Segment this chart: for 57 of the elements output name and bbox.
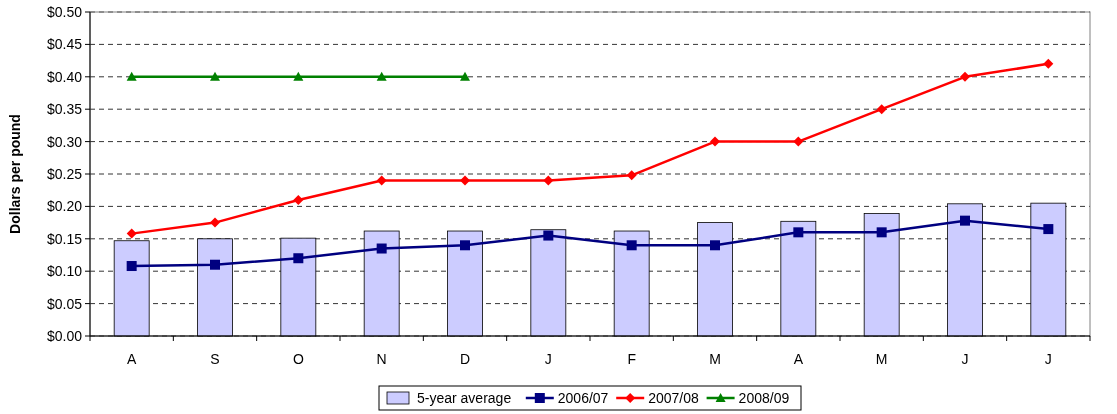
point bbox=[460, 175, 470, 186]
point bbox=[1043, 58, 1054, 69]
point bbox=[293, 71, 304, 81]
y-tick-label: $0.30 bbox=[46, 133, 83, 150]
x-tick-label: N bbox=[376, 351, 387, 367]
point bbox=[293, 194, 304, 205]
point bbox=[376, 243, 387, 254]
point bbox=[126, 261, 137, 272]
y-tick-label: $0.00 bbox=[46, 327, 83, 344]
point bbox=[960, 71, 970, 82]
legend-label: 2007/08 bbox=[648, 389, 700, 406]
x-tick-label: S bbox=[210, 351, 220, 367]
y-axis-title: Dollars per pound bbox=[7, 114, 23, 234]
point bbox=[210, 71, 220, 81]
point bbox=[543, 230, 554, 241]
point bbox=[876, 227, 887, 238]
point bbox=[460, 71, 470, 81]
point bbox=[710, 240, 720, 251]
x-tick-label: D bbox=[459, 351, 471, 367]
legend-label: 2008/09 bbox=[738, 389, 790, 406]
point bbox=[1043, 224, 1054, 235]
point bbox=[626, 240, 637, 251]
y-tick-label: $0.20 bbox=[46, 198, 83, 215]
x-tick-label: M bbox=[709, 351, 721, 367]
point bbox=[376, 71, 387, 81]
x-tick-label: J bbox=[1044, 351, 1052, 367]
x-tick-label: J bbox=[961, 351, 969, 367]
point bbox=[126, 228, 137, 239]
y-tick-label: $0.05 bbox=[46, 295, 83, 312]
x-tick-label: A bbox=[793, 351, 804, 367]
point bbox=[626, 170, 637, 181]
point bbox=[793, 136, 804, 147]
point bbox=[293, 253, 304, 264]
y-tick-label: $0.25 bbox=[46, 165, 83, 182]
legend-label: 5-year average bbox=[417, 389, 512, 406]
point bbox=[210, 259, 220, 270]
point bbox=[210, 217, 220, 228]
y-tick-label: $0.15 bbox=[46, 230, 83, 247]
point bbox=[460, 240, 470, 251]
x-tick-label: J bbox=[544, 351, 552, 367]
y-tick-label: $0.45 bbox=[46, 36, 83, 53]
y-tick-label: $0.50 bbox=[46, 3, 83, 20]
x-tick-label: M bbox=[875, 351, 888, 367]
y-tick-label: $0.10 bbox=[46, 263, 83, 280]
point bbox=[710, 136, 720, 147]
y-tick-label: $0.35 bbox=[46, 101, 83, 118]
point bbox=[543, 175, 554, 186]
point bbox=[876, 104, 887, 115]
point bbox=[793, 227, 804, 238]
legend-label: 2006/07 bbox=[557, 389, 609, 406]
point bbox=[126, 71, 137, 81]
x-tick-label: O bbox=[292, 351, 304, 367]
x-tick-label: F bbox=[627, 351, 636, 367]
x-tick-label: A bbox=[126, 351, 137, 367]
y-tick-label: $0.40 bbox=[46, 68, 83, 85]
point bbox=[960, 215, 970, 226]
point bbox=[376, 175, 387, 186]
